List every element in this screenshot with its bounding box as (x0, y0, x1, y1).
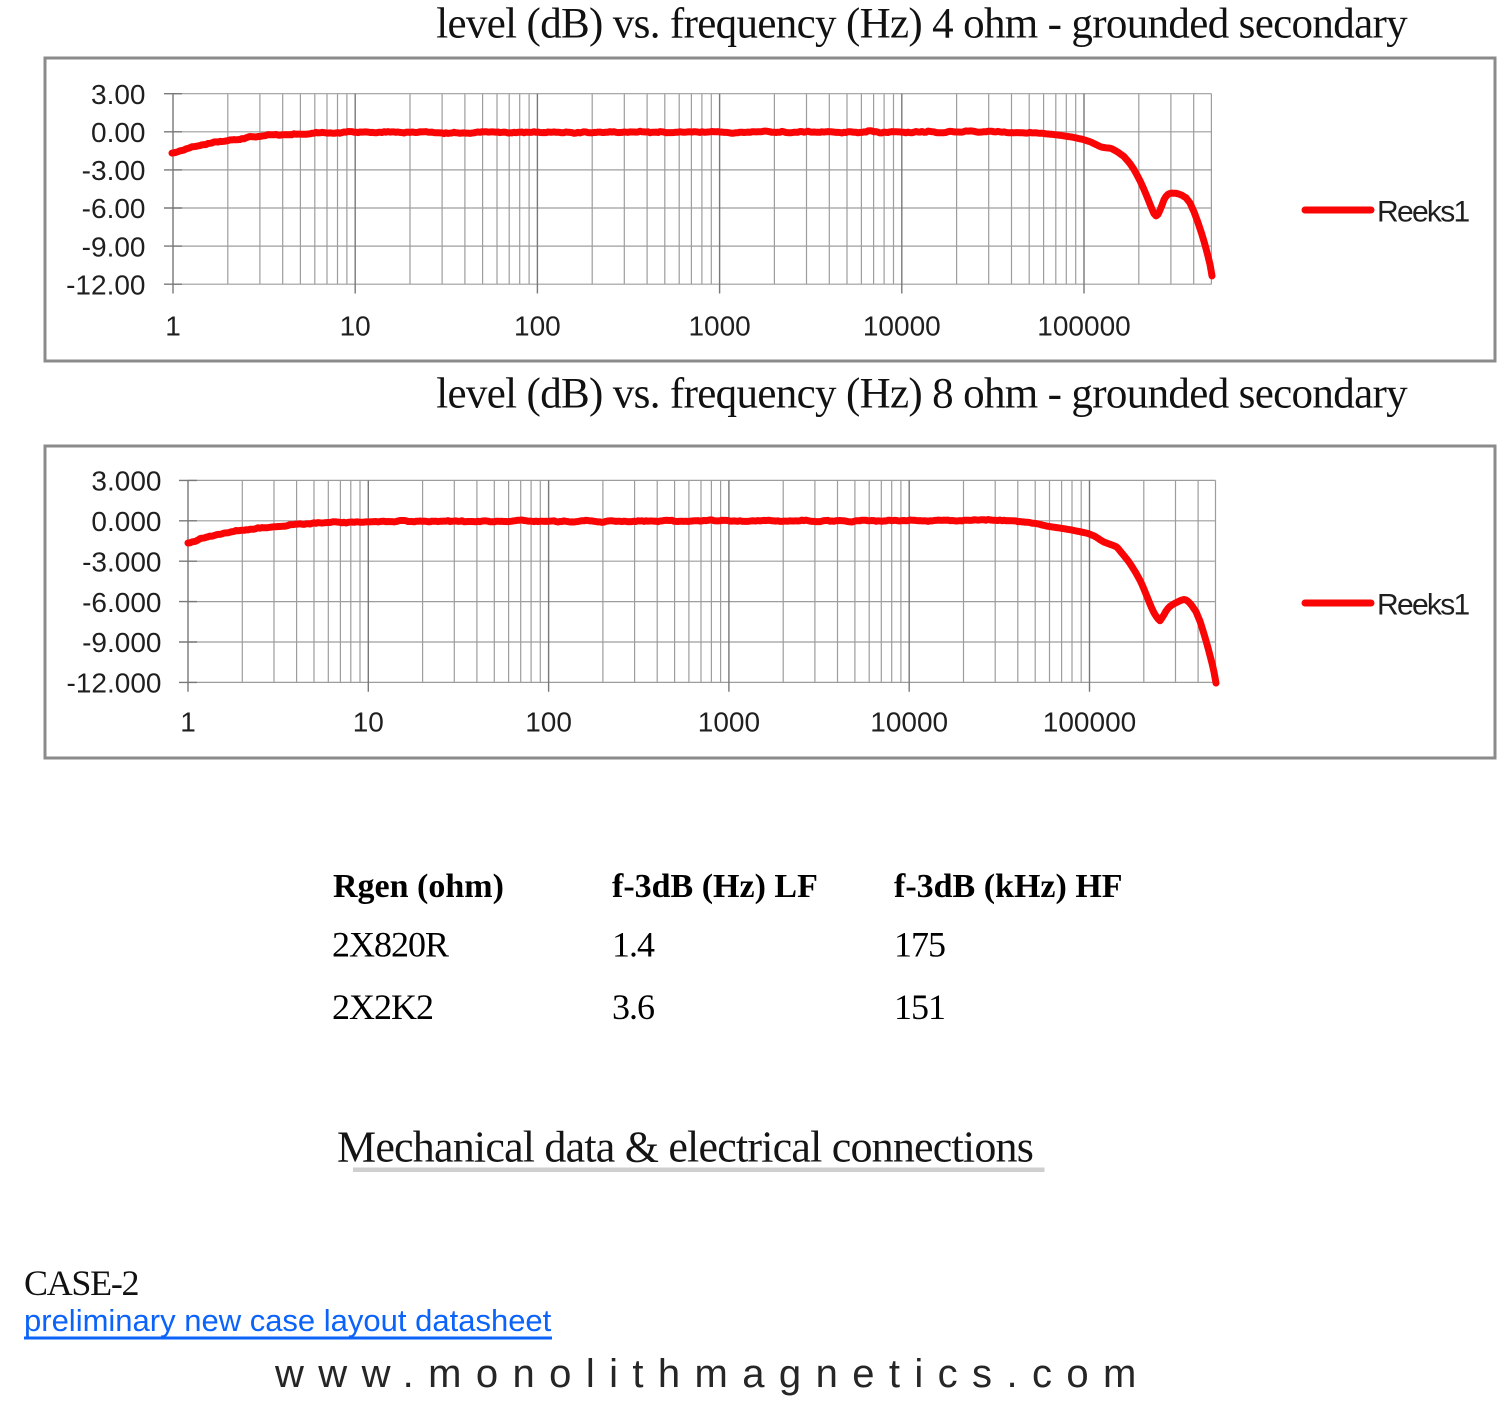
svg-text:-6.000: -6.000 (82, 587, 161, 618)
svg-text:www.monolithmagnetics.com: www.monolithmagnetics.com (274, 1352, 1151, 1396)
svg-text:100: 100 (514, 311, 561, 342)
svg-text:-6.00: -6.00 (82, 193, 146, 224)
svg-text:10000: 10000 (863, 311, 941, 342)
svg-text:f-3dB (Hz) LF: f-3dB (Hz) LF (612, 868, 818, 905)
svg-text:3.00: 3.00 (91, 79, 146, 110)
svg-text:Rgen (ohm): Rgen (ohm) (333, 868, 504, 905)
svg-text:3.000: 3.000 (91, 466, 161, 497)
svg-text:100: 100 (525, 707, 572, 738)
svg-text:100000: 100000 (1043, 707, 1136, 738)
svg-text:1: 1 (180, 707, 196, 738)
svg-text:CASE-2: CASE-2 (24, 1263, 139, 1303)
svg-text:Mechanical data & electrical c: Mechanical data & electrical connections (337, 1122, 1033, 1171)
svg-text:-9.00: -9.00 (82, 231, 146, 262)
svg-text:3.6: 3.6 (612, 987, 654, 1027)
svg-text:level (dB) vs. frequency (Hz): level (dB) vs. frequency (Hz) 4 ohm - gr… (436, 1, 1408, 48)
svg-text:1000: 1000 (688, 311, 750, 342)
svg-text:1: 1 (165, 311, 181, 342)
svg-text:10: 10 (340, 311, 371, 342)
svg-text:10000: 10000 (870, 707, 948, 738)
svg-text:-9.000: -9.000 (82, 627, 161, 658)
svg-text:Reeks1: Reeks1 (1377, 195, 1470, 228)
svg-text:2X820R: 2X820R (332, 925, 449, 965)
svg-text:1.4: 1.4 (612, 925, 655, 965)
svg-text:preliminary new case layout da: preliminary new case layout datasheet (24, 1303, 552, 1338)
svg-text:0.00: 0.00 (91, 117, 146, 148)
svg-text:0.000: 0.000 (91, 506, 161, 537)
svg-text:-3.00: -3.00 (82, 155, 146, 186)
svg-text:level (dB) vs. frequency (Hz): level (dB) vs. frequency (Hz) 8 ohm - gr… (436, 371, 1408, 418)
svg-text:-3.000: -3.000 (82, 546, 161, 577)
svg-text:-12.000: -12.000 (67, 668, 162, 699)
svg-text:100000: 100000 (1037, 311, 1130, 342)
svg-text:175: 175 (894, 925, 945, 965)
svg-text:Reeks1: Reeks1 (1377, 588, 1470, 621)
svg-text:1000: 1000 (698, 707, 760, 738)
svg-text:f-3dB (kHz) HF: f-3dB (kHz) HF (894, 868, 1123, 905)
svg-text:2X2K2: 2X2K2 (332, 987, 433, 1027)
svg-text:151: 151 (894, 987, 945, 1027)
svg-text:10: 10 (353, 707, 384, 738)
svg-text:-12.00: -12.00 (66, 269, 145, 300)
